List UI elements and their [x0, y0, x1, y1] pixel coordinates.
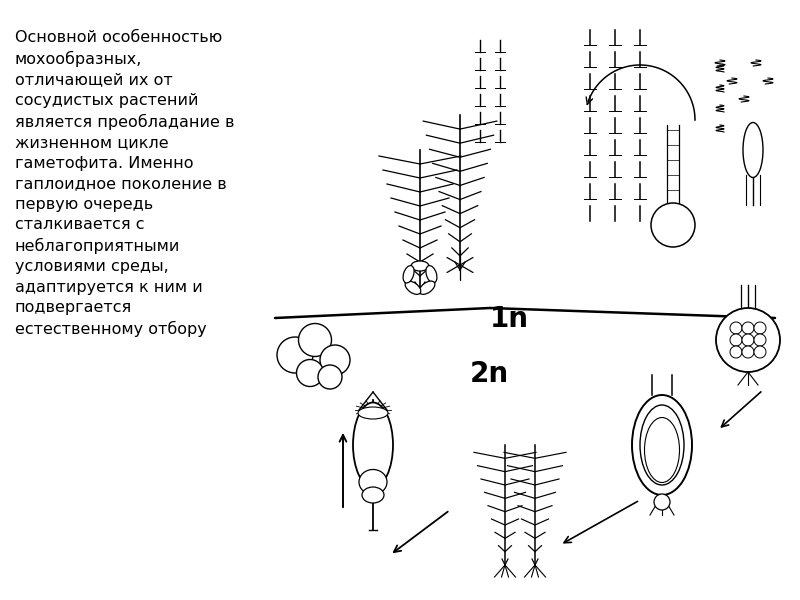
Circle shape	[298, 323, 331, 356]
Ellipse shape	[405, 281, 421, 295]
Circle shape	[742, 322, 754, 334]
Circle shape	[754, 346, 766, 358]
Circle shape	[754, 334, 766, 346]
Ellipse shape	[353, 403, 393, 487]
Circle shape	[318, 365, 342, 389]
Circle shape	[651, 203, 695, 247]
Ellipse shape	[632, 395, 692, 495]
Ellipse shape	[411, 261, 429, 271]
Ellipse shape	[359, 469, 387, 494]
Text: Основной особенностью
мохообразных,
отличающей их от
сосудистых растений
являетс: Основной особенностью мохообразных, отли…	[15, 30, 234, 337]
Circle shape	[716, 308, 780, 372]
Ellipse shape	[426, 266, 437, 283]
Text: 2n: 2n	[470, 360, 509, 388]
Circle shape	[297, 359, 323, 386]
Ellipse shape	[358, 407, 388, 419]
Circle shape	[654, 494, 670, 510]
Ellipse shape	[403, 266, 414, 283]
Circle shape	[742, 346, 754, 358]
Ellipse shape	[419, 281, 435, 295]
Circle shape	[730, 334, 742, 346]
Circle shape	[320, 345, 350, 375]
Ellipse shape	[645, 418, 679, 482]
Text: 1n: 1n	[490, 305, 529, 333]
Ellipse shape	[362, 487, 384, 503]
Circle shape	[754, 322, 766, 334]
Circle shape	[742, 334, 754, 346]
Ellipse shape	[743, 122, 763, 178]
Ellipse shape	[640, 405, 684, 485]
Circle shape	[277, 337, 313, 373]
Circle shape	[730, 322, 742, 334]
Circle shape	[730, 346, 742, 358]
